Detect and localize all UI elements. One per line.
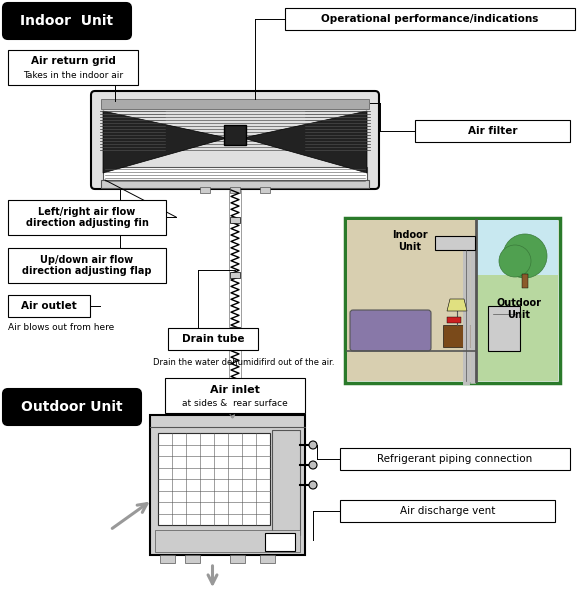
Bar [260, 187, 270, 193]
Bar [435, 236, 475, 250]
Bar [155, 530, 300, 552]
FancyBboxPatch shape [350, 310, 431, 351]
Bar [101, 99, 369, 109]
Circle shape [309, 481, 317, 489]
Bar [347, 220, 476, 381]
Text: Air discharge vent: Air discharge vent [400, 506, 495, 516]
FancyBboxPatch shape [91, 91, 379, 189]
Text: Up/down air flow
direction adjusting flap: Up/down air flow direction adjusting fla… [22, 255, 152, 276]
Text: Indoor
Unit: Indoor Unit [392, 230, 427, 252]
Circle shape [503, 234, 547, 278]
Bar [476, 220, 558, 381]
Bar [224, 125, 246, 145]
Bar [488, 306, 520, 351]
FancyBboxPatch shape [3, 389, 141, 425]
Bar [150, 415, 305, 555]
Text: Drain the water dehumidifird out of the air.: Drain the water dehumidifird out of the … [153, 358, 335, 367]
Bar [340, 448, 570, 470]
Bar [8, 200, 166, 235]
Text: Air inlet: Air inlet [210, 385, 260, 395]
Text: Drain tube: Drain tube [182, 334, 244, 344]
Bar [160, 555, 175, 563]
Text: at sides &  rear surface: at sides & rear surface [182, 399, 288, 408]
Bar [345, 218, 560, 383]
Bar [230, 555, 245, 563]
Bar [8, 295, 90, 317]
Bar [101, 180, 369, 188]
Text: Air return grid: Air return grid [31, 56, 115, 66]
Bar [272, 430, 300, 535]
Bar [103, 167, 367, 181]
Bar [443, 325, 471, 347]
Bar [230, 382, 240, 388]
Text: Left/right air flow
direction adjusting fin: Left/right air flow direction adjusting … [26, 207, 148, 228]
Bar [260, 555, 275, 563]
Bar [165, 378, 305, 413]
Bar [230, 327, 240, 333]
Bar [230, 272, 240, 278]
Text: Outdoor
Unit: Outdoor Unit [496, 298, 541, 319]
Bar [230, 187, 240, 193]
Text: Air filter: Air filter [468, 126, 517, 136]
Polygon shape [103, 111, 227, 173]
Text: Operational performance/indications: Operational performance/indications [321, 14, 539, 24]
Bar [8, 248, 166, 283]
Bar [158, 433, 270, 525]
Circle shape [309, 441, 317, 449]
Bar [8, 50, 138, 85]
Bar [447, 317, 461, 323]
FancyBboxPatch shape [3, 3, 131, 39]
Bar [230, 217, 240, 223]
Text: Takes in the indoor air: Takes in the indoor air [23, 71, 123, 79]
Text: Air blows out from here: Air blows out from here [8, 323, 114, 332]
Bar [168, 328, 258, 350]
Polygon shape [447, 299, 467, 311]
Bar [185, 555, 200, 563]
Bar [265, 533, 295, 551]
Text: Outdoor Unit: Outdoor Unit [21, 400, 123, 414]
Text: Air outlet: Air outlet [21, 301, 77, 311]
Polygon shape [243, 111, 367, 173]
Text: Indoor  Unit: Indoor Unit [20, 14, 113, 28]
Circle shape [499, 245, 531, 277]
Bar [522, 274, 528, 288]
Bar [285, 8, 575, 30]
Bar [340, 500, 555, 522]
Bar [200, 187, 210, 193]
Bar [415, 120, 570, 142]
Bar [476, 220, 558, 275]
Circle shape [309, 461, 317, 469]
Text: Refrigerant piping connection: Refrigerant piping connection [377, 454, 533, 464]
